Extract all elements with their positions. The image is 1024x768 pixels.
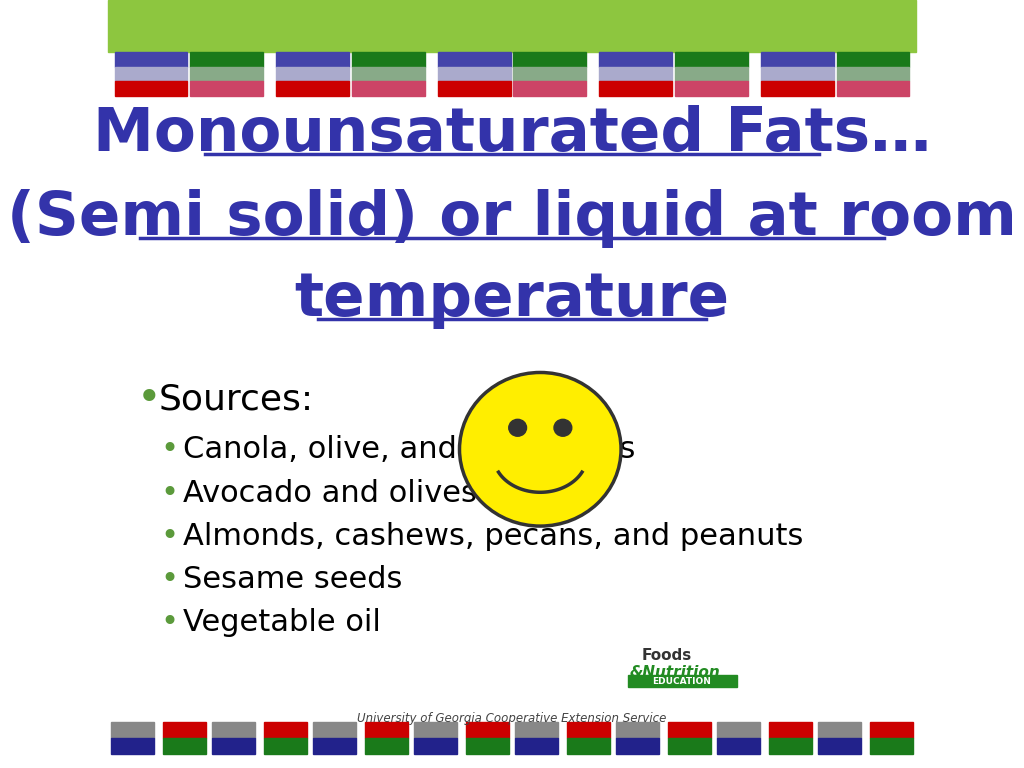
Bar xyxy=(190,81,263,96)
Bar xyxy=(437,52,511,67)
Bar xyxy=(352,52,425,67)
Bar xyxy=(115,67,187,81)
Bar xyxy=(212,722,255,738)
Bar xyxy=(190,67,263,81)
Bar xyxy=(870,738,912,754)
Circle shape xyxy=(460,372,621,526)
Bar xyxy=(264,738,307,754)
Bar xyxy=(837,67,909,81)
Bar xyxy=(313,722,355,738)
Bar xyxy=(616,722,658,738)
Text: Almonds, cashews, pecans, and peanuts: Almonds, cashews, pecans, and peanuts xyxy=(183,521,804,551)
Bar xyxy=(437,67,511,81)
Bar xyxy=(599,52,672,67)
Bar xyxy=(313,738,355,754)
Text: •: • xyxy=(136,379,161,420)
Bar xyxy=(352,67,425,81)
Bar xyxy=(818,738,860,754)
Circle shape xyxy=(509,419,526,436)
Text: •: • xyxy=(161,521,179,551)
Bar xyxy=(669,722,711,738)
Bar xyxy=(628,675,736,687)
Bar xyxy=(675,52,748,67)
Bar xyxy=(870,722,912,738)
Bar xyxy=(761,52,834,67)
Bar xyxy=(366,738,408,754)
Bar xyxy=(761,67,834,81)
Text: (Semi solid) or liquid at room: (Semi solid) or liquid at room xyxy=(7,190,1017,248)
Text: temperature: temperature xyxy=(295,270,729,329)
Bar xyxy=(276,81,349,96)
Bar xyxy=(115,81,187,96)
Bar xyxy=(437,81,511,96)
Bar xyxy=(115,52,187,67)
Bar xyxy=(112,722,154,738)
Text: Sources:: Sources: xyxy=(159,382,314,416)
Bar xyxy=(599,81,672,96)
Text: •: • xyxy=(161,607,179,637)
Bar xyxy=(466,722,509,738)
Text: •: • xyxy=(161,435,179,464)
Bar xyxy=(109,0,915,52)
Bar xyxy=(818,722,860,738)
Bar xyxy=(837,81,909,96)
Bar xyxy=(837,52,909,67)
Bar xyxy=(190,52,263,67)
Bar xyxy=(415,738,457,754)
Bar xyxy=(513,67,587,81)
Text: &Nutrition: &Nutrition xyxy=(629,665,720,680)
Bar xyxy=(669,738,711,754)
Text: •: • xyxy=(161,478,179,508)
Bar xyxy=(276,52,349,67)
Bar xyxy=(769,738,812,754)
Bar xyxy=(515,738,558,754)
Bar xyxy=(675,81,748,96)
Bar xyxy=(513,81,587,96)
Text: Canola, olive, and peanut oils: Canola, olive, and peanut oils xyxy=(183,435,636,464)
Bar xyxy=(112,738,154,754)
Bar xyxy=(717,722,760,738)
Text: University of Georgia Cooperative Extension Service: University of Georgia Cooperative Extens… xyxy=(357,712,667,724)
Bar xyxy=(264,722,307,738)
Bar xyxy=(675,67,748,81)
Bar xyxy=(366,722,408,738)
Bar xyxy=(717,738,760,754)
Bar xyxy=(567,722,609,738)
Bar xyxy=(567,738,609,754)
Text: •: • xyxy=(161,564,179,594)
Text: Sesame seeds: Sesame seeds xyxy=(183,564,402,594)
Bar xyxy=(164,722,206,738)
Bar xyxy=(513,52,587,67)
Bar xyxy=(599,67,672,81)
Bar xyxy=(616,738,658,754)
Circle shape xyxy=(554,419,571,436)
Text: Vegetable oil: Vegetable oil xyxy=(183,607,381,637)
Text: EDUCATION: EDUCATION xyxy=(652,677,711,686)
Bar xyxy=(276,67,349,81)
Bar xyxy=(415,722,457,738)
Text: Foods: Foods xyxy=(641,648,691,664)
Bar xyxy=(761,81,834,96)
Bar xyxy=(212,738,255,754)
Bar xyxy=(515,722,558,738)
Text: Avocado and olives: Avocado and olives xyxy=(183,478,477,508)
Bar xyxy=(466,738,509,754)
Text: Monounsaturated Fats…: Monounsaturated Fats… xyxy=(93,105,931,164)
Bar xyxy=(769,722,812,738)
Bar xyxy=(352,81,425,96)
Bar xyxy=(164,738,206,754)
